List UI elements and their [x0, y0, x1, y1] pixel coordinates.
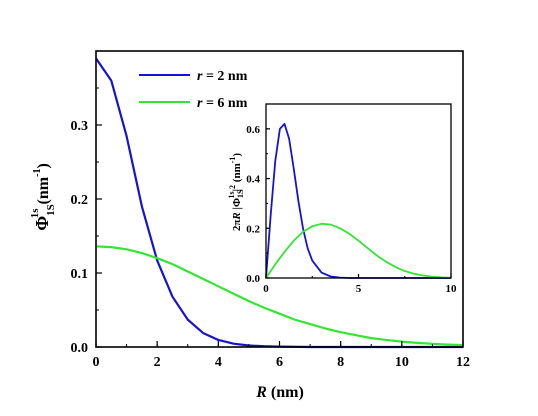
inset-plot: 0 5 10 0.0 0.2 0.4 0.6 [246, 103, 457, 295]
main-x-tick-label-4: 4 [215, 355, 222, 370]
inset-y-tick-label-0.6: 0.6 [246, 124, 260, 136]
inset-x-tick-label-5: 5 [356, 283, 362, 295]
x-axis-label: R (nm) [255, 384, 304, 401]
legend-label-r-6nm: r = 6 nm [197, 96, 248, 111]
inset-y-axis-label: 2πR |Φ1S1s|2 (nm-1) [227, 153, 245, 232]
inset-x-tick-label-0: 0 [263, 283, 269, 295]
inset-y-tick-label-0.2: 0.2 [246, 223, 260, 235]
inset-y-tick-label-0.4: 0.4 [246, 174, 260, 186]
inset-ticks: 0 5 10 0.0 0.2 0.4 0.6 [246, 124, 457, 295]
main-x-tick-label-2: 2 [154, 355, 161, 370]
main-x-tick-label-12: 12 [456, 355, 470, 370]
main-y-tick-label-0.2: 0.2 [71, 193, 89, 208]
y-axis-label: Φ1S1s (nm-1) [29, 163, 57, 231]
main-x-tick-label-8: 8 [337, 355, 344, 370]
main-y-tick-label-0.3: 0.3 [71, 119, 89, 134]
main-y-tick-label-0.1: 0.1 [71, 267, 89, 282]
inset-x-tick-label-10: 10 [446, 283, 458, 295]
inset-series-line-1 [265, 222, 452, 279]
legend: r = 2 nm r = 6 nm [139, 69, 248, 111]
main-x-tick-label-6: 6 [276, 355, 283, 370]
main-y-tick-label-0.0: 0.0 [71, 341, 89, 356]
main-ticks: 0 2 4 6 8 10 12 0.0 0.1 0.2 0.3 [71, 50, 470, 370]
inset-y-tick-label-0.0: 0.0 [246, 273, 260, 285]
inset-background [266, 104, 451, 278]
main-x-tick-label-0: 0 [93, 355, 100, 370]
main-x-tick-label-10: 10 [395, 355, 409, 370]
main-plot: 0 2 4 6 8 10 12 0.0 0.1 0.2 0.3 [71, 50, 470, 370]
legend-label-r-2nm: r = 2 nm [197, 69, 248, 84]
